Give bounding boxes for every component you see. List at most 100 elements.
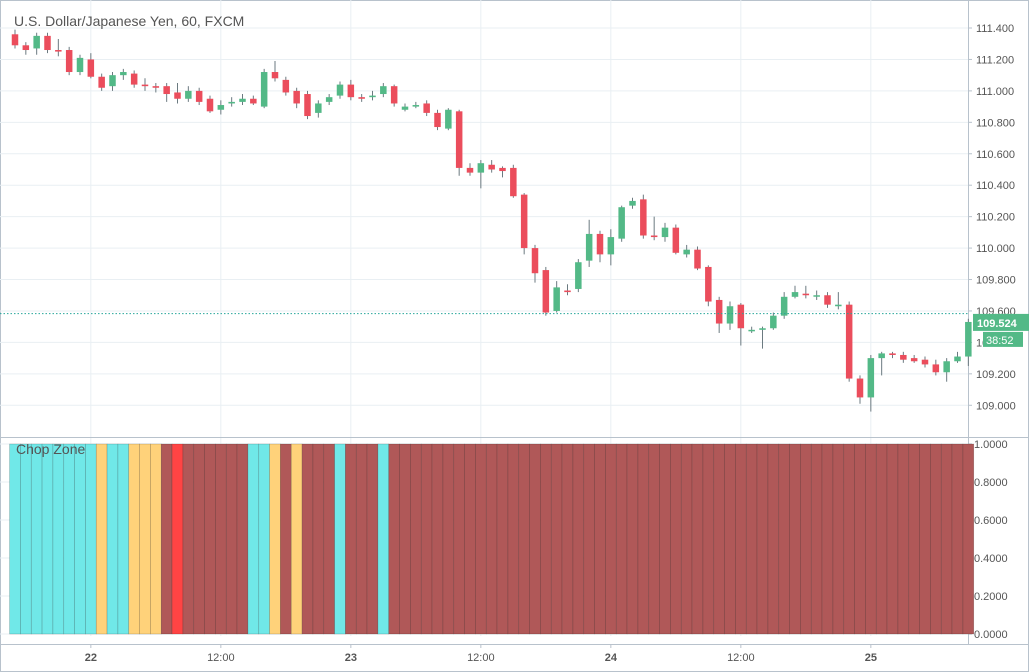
chop-zone-bar (789, 443, 801, 635)
chop-zone-bar (659, 443, 671, 635)
candle-body (325, 97, 333, 102)
chop-zone-bar (204, 443, 216, 635)
candle-body (65, 50, 73, 73)
candle-body (520, 194, 528, 249)
candle-body (683, 249, 690, 255)
time-tick-label: 12:00 (467, 652, 495, 664)
chop-zone-bar (388, 443, 400, 635)
chart-title: U.S. Dollar/Japanese Yen, 60, FXCM (14, 13, 245, 29)
candle-body (542, 270, 550, 313)
candle-body (250, 98, 257, 104)
candle-body (369, 95, 376, 98)
chop-zone-bar (540, 443, 552, 635)
chop-zone-bar (529, 443, 541, 635)
chop-zone-bar (724, 443, 736, 635)
chop-zone-bar (745, 443, 758, 635)
chop-zone-bar (940, 443, 953, 635)
price-tick-label: 111.200 (976, 54, 1014, 66)
candle-body (195, 90, 203, 102)
chop-zone-bar (875, 443, 888, 635)
candle-body (867, 358, 875, 398)
time-tick-label: 12:00 (727, 652, 755, 664)
chop-zone-bar (767, 443, 780, 635)
candle-body (672, 227, 680, 253)
candle-body (759, 328, 766, 330)
chop-zone-bar (215, 443, 227, 635)
candle-body (412, 105, 420, 107)
price-tick-label: 110.600 (976, 149, 1015, 161)
time-tick-label: 23 (345, 652, 357, 664)
candle-body (390, 86, 398, 104)
chop-zone-bar (20, 443, 32, 635)
chop-zone-bar (475, 443, 487, 635)
candle-body (271, 72, 279, 79)
chop-zone-bar (464, 443, 476, 635)
candle-body (596, 233, 604, 255)
chop-zone-bar (258, 443, 270, 635)
last-price-label: 109.524 (977, 318, 1018, 330)
candle-body (921, 359, 929, 365)
chop-zone-bar (345, 443, 357, 635)
chop-zone-bar (605, 443, 617, 635)
chop-zone-bar (442, 443, 455, 635)
chop-zone-bar (713, 443, 725, 635)
chop-zone-bar (420, 443, 433, 635)
candle-body (694, 249, 701, 269)
chop-zone-bar (9, 443, 21, 635)
chop-zone-bar (594, 443, 606, 635)
candle-body (856, 378, 864, 398)
indicator-tick-label: 0.2000 (974, 591, 1008, 603)
chop-zone-bar (919, 443, 931, 635)
chop-zone-bar (756, 443, 769, 635)
candle-body (943, 361, 950, 373)
candle-body (76, 57, 84, 73)
chop-zone-bar (496, 443, 509, 635)
candle-body (499, 167, 506, 172)
chop-zone-bar (800, 443, 812, 635)
candle-body (531, 248, 539, 274)
candle-body (889, 353, 896, 355)
chop-zone-bar (778, 443, 790, 635)
price-tick-label: 111.400 (976, 23, 1014, 35)
chop-zone-bar (323, 443, 335, 635)
candle-body (141, 84, 149, 87)
candle-body (163, 86, 170, 95)
indicator-tick-label: 0.8000 (974, 477, 1008, 489)
chop-zone-bar (377, 443, 390, 635)
chop-zone-bar (670, 443, 682, 635)
last-price-badge (973, 313, 1029, 331)
chop-zone-bar (171, 443, 184, 635)
candle-body (44, 35, 51, 51)
chop-zone-bar (962, 443, 975, 635)
chop-zone-bar (951, 443, 964, 635)
candle-body (488, 164, 495, 170)
candle-body (260, 72, 268, 107)
chop-zone-bar (225, 443, 238, 635)
chop-zone-bar (561, 443, 574, 635)
candle-body (661, 227, 669, 238)
price-tick-label: 110.000 (976, 243, 1015, 255)
candle-body (293, 90, 300, 104)
candle-body (629, 200, 636, 206)
countdown-badge (983, 331, 1023, 347)
candle-body (239, 98, 246, 102)
candle-body (174, 92, 181, 99)
candle-body (130, 73, 138, 85)
chop-zone-bar (117, 443, 130, 635)
chop-zone-bar (583, 443, 595, 635)
candle-body (228, 101, 235, 104)
chop-zone-bar (280, 443, 292, 635)
candle-body (510, 167, 517, 197)
candle-body (932, 364, 940, 373)
price-tick-label: 109.000 (976, 400, 1016, 412)
price-tick-label: 110.200 (976, 212, 1015, 224)
candle-body (152, 86, 160, 88)
candle-body (748, 329, 755, 332)
candle-body (965, 321, 972, 357)
chop-zone-bar (74, 443, 86, 635)
candle-body (358, 97, 365, 99)
indicator-title: Chop Zone (16, 441, 86, 457)
chop-zone-bar (410, 443, 422, 635)
chop-zone-bar (507, 443, 520, 635)
